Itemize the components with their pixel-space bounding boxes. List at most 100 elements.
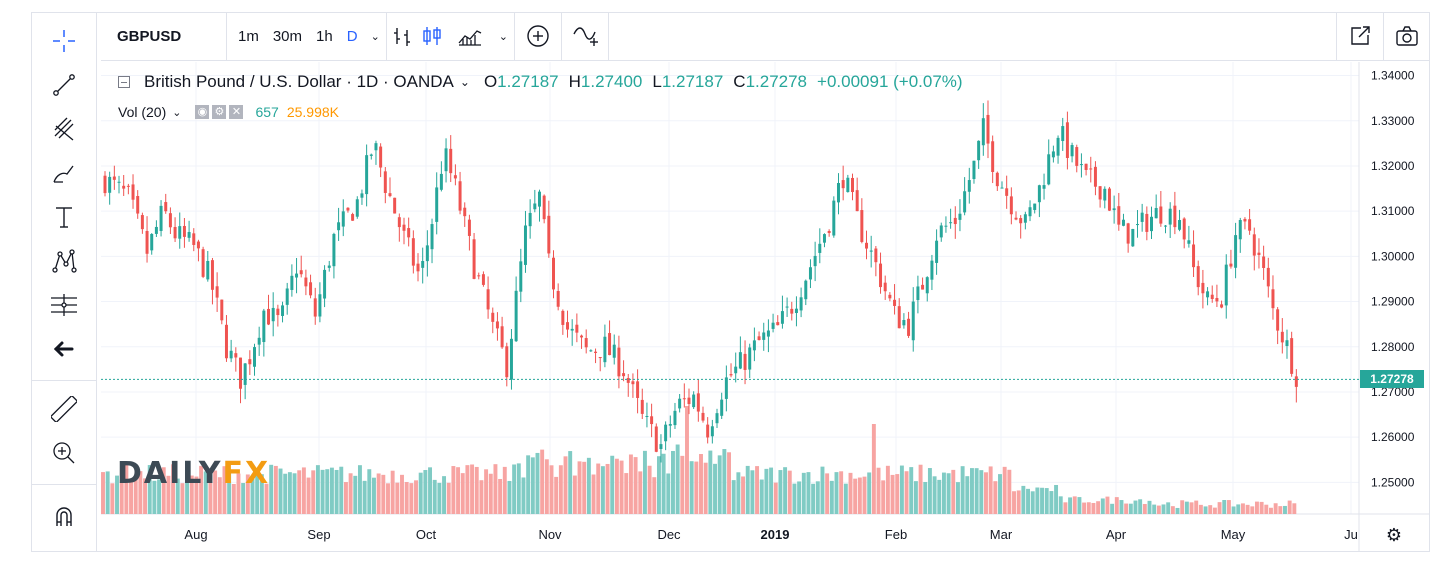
candle-body bbox=[953, 217, 957, 225]
volume-bar bbox=[815, 481, 820, 514]
chart-pane[interactable]: 1.34000 1.33000 1.32000 1.31000 1.30000 1.290… bbox=[101, 62, 1430, 552]
interval-d[interactable]: D bbox=[346, 27, 358, 45]
candle-body bbox=[967, 180, 971, 192]
candle-body bbox=[925, 277, 929, 294]
chevron-down-icon[interactable]: ⌄ bbox=[498, 30, 508, 43]
candle-body bbox=[542, 195, 546, 220]
candle-body bbox=[1248, 219, 1252, 231]
candle-body bbox=[178, 226, 182, 239]
volume-bar bbox=[400, 474, 404, 514]
candle-body bbox=[112, 176, 116, 180]
volume-bar bbox=[213, 470, 218, 514]
volume-bar bbox=[731, 480, 736, 514]
add-indicator-icon[interactable] bbox=[515, 12, 561, 61]
collapse-legend-icon[interactable] bbox=[118, 76, 130, 88]
chevron-down-icon[interactable]: ⌄ bbox=[459, 75, 470, 89]
volume-bar bbox=[264, 483, 269, 514]
interval-1h[interactable]: 1h bbox=[316, 27, 333, 45]
symbol-search[interactable]: GBPUSD bbox=[117, 27, 182, 45]
candle-body bbox=[486, 289, 490, 310]
pattern-tool-icon[interactable] bbox=[47, 244, 81, 278]
chevron-down-icon[interactable]: ⌄ bbox=[370, 30, 380, 43]
candle-body bbox=[1121, 219, 1125, 226]
volume-bar bbox=[918, 464, 923, 514]
toolbar-divider bbox=[226, 11, 227, 61]
volume-bar bbox=[1292, 503, 1297, 514]
area-style-icon[interactable] bbox=[447, 12, 493, 61]
volume-bar bbox=[680, 455, 685, 514]
compare-icon[interactable] bbox=[562, 12, 608, 61]
ruler-icon[interactable] bbox=[47, 392, 81, 426]
brush-icon[interactable] bbox=[47, 156, 81, 190]
toolbar-divider bbox=[561, 11, 562, 61]
toolbar-divider bbox=[608, 11, 609, 61]
candle-body bbox=[654, 426, 658, 452]
interval-30m[interactable]: 30m bbox=[272, 27, 303, 45]
interval-1m[interactable]: 1m bbox=[238, 27, 259, 45]
chevron-down-icon[interactable]: ⌄ bbox=[172, 106, 182, 119]
candle-body bbox=[594, 351, 598, 353]
candle-body bbox=[393, 197, 397, 214]
candle-body bbox=[883, 282, 887, 292]
volume-bar bbox=[320, 469, 325, 514]
candle-body bbox=[1145, 213, 1149, 232]
candle-body bbox=[346, 207, 350, 211]
candle-body bbox=[285, 288, 289, 305]
volume-bar bbox=[147, 465, 152, 514]
candle-body bbox=[1220, 304, 1224, 308]
zoom-in-icon[interactable] bbox=[47, 436, 81, 470]
price-tick-label: 1.27000 bbox=[1371, 385, 1415, 399]
back-arrow-icon[interactable] bbox=[47, 332, 81, 366]
candle-body bbox=[332, 233, 336, 267]
candle-body bbox=[1210, 294, 1214, 300]
candles-icon[interactable] bbox=[417, 12, 447, 61]
crosshair-icon[interactable] bbox=[47, 24, 81, 58]
magnet-icon[interactable] bbox=[47, 500, 81, 534]
volume-bar bbox=[273, 465, 278, 514]
volume-bar bbox=[848, 472, 853, 514]
volume-bar bbox=[250, 476, 255, 514]
toolbar-divider bbox=[385, 11, 387, 61]
volume-bar bbox=[1012, 491, 1016, 514]
volume-bar bbox=[1170, 506, 1175, 514]
candle-body bbox=[650, 416, 654, 425]
volume-bar bbox=[829, 480, 834, 514]
candle-body bbox=[715, 413, 719, 424]
candle-body bbox=[257, 337, 261, 345]
candle-body bbox=[411, 238, 415, 266]
fib-tool-icon[interactable] bbox=[47, 112, 81, 146]
candle-body bbox=[271, 307, 275, 322]
volume-bar bbox=[736, 472, 741, 514]
eye-icon[interactable]: ◉ bbox=[195, 105, 210, 119]
volume-name[interactable]: Vol (20) bbox=[118, 104, 167, 120]
volume-bar bbox=[512, 464, 517, 514]
candle-body bbox=[874, 248, 878, 263]
volume-bar bbox=[722, 449, 727, 514]
volume-bar bbox=[1236, 504, 1241, 514]
candlestick-chart[interactable]: 1.34000 1.33000 1.32000 1.31000 1.30000 1.290… bbox=[101, 62, 1430, 552]
volume-bar bbox=[479, 480, 484, 514]
volume-bar bbox=[1105, 496, 1110, 514]
volume-bar bbox=[1194, 500, 1199, 514]
fullscreen-icon[interactable] bbox=[1337, 12, 1383, 61]
candle-body bbox=[888, 294, 892, 299]
volume-bar bbox=[871, 424, 876, 514]
volume-bar bbox=[1002, 466, 1007, 514]
volume-bar bbox=[1072, 496, 1077, 514]
candle-body bbox=[1271, 289, 1275, 309]
volume-bar bbox=[287, 472, 292, 514]
close-icon[interactable]: ✕ bbox=[229, 105, 244, 119]
volume-bar bbox=[970, 468, 974, 514]
volume-bar bbox=[1198, 504, 1203, 514]
text-tool-icon[interactable] bbox=[47, 200, 81, 234]
trend-line-icon[interactable] bbox=[47, 68, 81, 102]
candle-body bbox=[1173, 205, 1177, 228]
measure-tools-icon[interactable] bbox=[47, 288, 81, 322]
candle-body bbox=[337, 222, 341, 231]
bar-style-icon[interactable] bbox=[387, 12, 417, 61]
settings-icon[interactable]: ⚙ bbox=[212, 105, 227, 119]
volume-bar bbox=[404, 481, 409, 514]
camera-icon[interactable] bbox=[1384, 12, 1430, 61]
legend-title[interactable]: British Pound / U.S. Dollar · 1D · OANDA bbox=[144, 72, 454, 91]
candle-body bbox=[103, 175, 107, 194]
